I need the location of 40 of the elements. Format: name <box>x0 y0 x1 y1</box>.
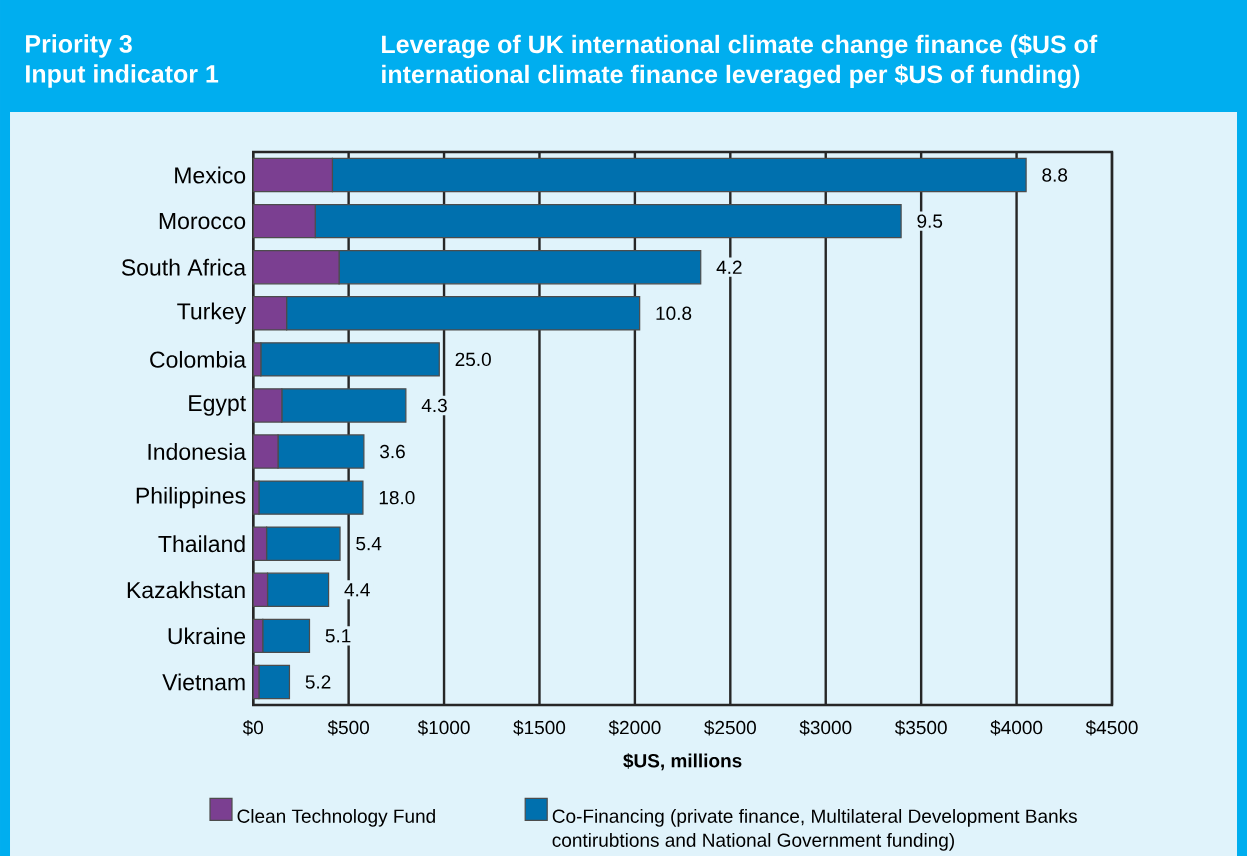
annotation: 4.2 <box>716 260 742 274</box>
annotation: 3.6 <box>380 444 405 459</box>
y-tick-label: Turkey <box>177 302 247 324</box>
annotation: 5.2 <box>305 675 331 689</box>
legend-label: Clean Technology Fund <box>237 808 435 827</box>
annotation: 8.8 <box>1042 168 1068 182</box>
annotation: 18.0 <box>379 490 415 505</box>
y-tick-label: Philippines <box>136 486 246 509</box>
text: Input indicator 1 <box>26 64 219 88</box>
text: Priority 3 <box>26 34 132 58</box>
x-tick-label: $4000 <box>990 720 1043 736</box>
x-tick-label: $0 <box>242 720 264 736</box>
x-tick-label: $2500 <box>704 720 756 736</box>
legend-label: Co-Financing (private finance, Multilateral Development Banks contirubtions and National Government funding) <box>552 808 1077 851</box>
x-tick-label: $3000 <box>799 720 852 736</box>
y-tick-label: Mexico <box>175 166 246 184</box>
x-tick-label: $1500 <box>513 720 566 736</box>
y-tick-label: Thailand <box>158 535 245 553</box>
annotation: 5.1 <box>325 629 351 643</box>
y-tick-label: Kazakhstan <box>127 581 245 599</box>
y-tick-label: South Africa <box>121 258 247 276</box>
y-tick-label: Egypt <box>189 395 246 416</box>
y-tick-label: Ukraine <box>168 627 246 645</box>
x-tick-label: $3500 <box>894 720 947 736</box>
annotation: 9.5 <box>917 214 943 228</box>
y-tick-label: Morocco <box>159 213 246 230</box>
x-tick-label: $500 <box>327 720 369 736</box>
y-tick-label: Vietnam <box>162 673 245 691</box>
x-tick-label: $4500 <box>1085 720 1138 736</box>
annotation: 4.4 <box>344 583 370 597</box>
annotation: 5.4 <box>356 537 382 551</box>
x-axis-title: $US, millions <box>623 753 742 771</box>
y-tick-label: Colombia <box>150 350 247 368</box>
chart-title: Leverage of UK international climate change finance ($US of international climate finance leveraged per $US of funding) <box>382 34 1098 89</box>
annotation: 25.0 <box>455 352 491 367</box>
y-tick-label: Indonesia <box>148 443 247 460</box>
annotation: 4.3 <box>421 398 447 413</box>
x-tick-label: $2000 <box>608 720 661 736</box>
annotation: 10.8 <box>656 306 692 321</box>
x-tick-label: $1000 <box>417 720 470 736</box>
